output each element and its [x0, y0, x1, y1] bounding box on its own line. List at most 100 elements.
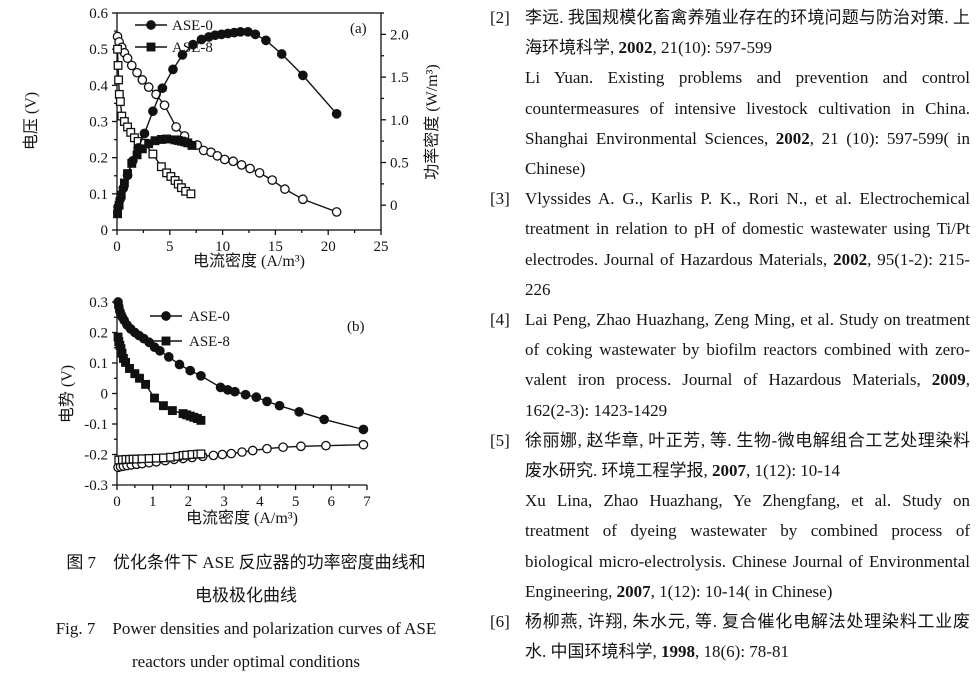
reference-number: [6]: [490, 612, 510, 632]
svg-text:20: 20: [321, 239, 336, 255]
y-axis-title: 电压 (V): [22, 92, 40, 150]
reference-number: [4]: [490, 310, 510, 330]
reference-text: , 21(10): 597-599: [652, 38, 772, 58]
reference-text: 徐丽娜, 赵华章, 叶正芳, 等. 生物-微电解组合工艺处理染料废水研究. 环境…: [525, 430, 970, 481]
svg-text:ASE-8: ASE-8: [189, 334, 230, 350]
svg-text:4: 4: [256, 494, 264, 510]
polarization-curves-chart: 0 1 2 3 4 5 6 7 -0.3 -0.2 -0.1 0 0.1 0.2 0.3 电流密度 (A/m³…: [58, 295, 371, 527]
svg-text:0: 0: [390, 198, 398, 214]
svg-text:0.2: 0.2: [89, 151, 108, 167]
reference-year: 1998: [661, 642, 695, 662]
right-y-axis-title: 功率密度 (W/m³): [423, 64, 441, 179]
polarization-chart-container: 0 1 2 3 4 5 6 7 -0.3 -0.2 -0.1 0 0.1 0.2 0.3 电流密度 (A/m³…: [0, 280, 480, 542]
reference-item: [5] 徐丽娜, 赵华章, 叶正芳, 等. 生物-微电解组合工艺处理染料废水研究.…: [490, 426, 970, 607]
panel-label: (a): [350, 21, 367, 37]
reference-paragraph: 杨柳燕, 许翔, 朱水元, 等. 复合催化电解法处理染料工业废水. 中国环境科学…: [525, 607, 970, 667]
axis-labels: 0 1 2 3 4 5 6 7 -0.3 -0.2 -0.1 0 0.1 0.2 0.3: [84, 295, 371, 510]
svg-text:0: 0: [101, 387, 109, 403]
svg-text:0.3: 0.3: [89, 295, 108, 311]
reference-item: [3] Vlyssides A. G., Karlis P. K., Rori N…: [490, 184, 970, 305]
reference-text: , 21 (10): 597-599( in Chinese): [525, 128, 970, 179]
svg-text:0.3: 0.3: [89, 115, 108, 131]
legend: ASE-0 ASE-8: [135, 18, 213, 56]
reference-text: , 95(1-2): 215-226: [525, 249, 971, 299]
reference-text: , 18(6): 78-81: [695, 642, 789, 662]
svg-text:25: 25: [374, 239, 389, 255]
svg-text:1: 1: [149, 494, 157, 510]
reference-text: Xu Lina, Zhao Huazhang, Ye Zhengfang, et…: [525, 491, 970, 601]
reference-text: 杨柳燕, 许翔, 朱水元, 等. 复合催化电解法处理染料工业废水. 中国环境科学…: [525, 612, 970, 662]
reference-year: 2007: [616, 581, 651, 601]
svg-text:-0.2: -0.2: [84, 448, 108, 464]
caption-cn-line1: 图 7 优化条件下 ASE 反应器的功率密度曲线和: [66, 553, 426, 572]
reference-paragraph: Li Yuan. Existing problems and preventio…: [525, 63, 970, 184]
reference-text: Vlyssides A. G., Karlis P. K., Rori N., …: [525, 189, 970, 269]
reference-text: , 1(12): 10-14( in Chinese): [650, 581, 833, 601]
svg-text:3: 3: [220, 494, 228, 510]
reference-number: [3]: [490, 189, 510, 209]
reference-paragraph: 徐丽娜, 赵华章, 叶正芳, 等. 生物-微电解组合工艺处理染料废水研究. 环境…: [525, 426, 970, 486]
reference-paragraph: Lai Peng, Zhao Huazhang, Zeng Ming, et a…: [525, 305, 970, 426]
reference-item: [6] 杨柳燕, 许翔, 朱水元, 等. 复合催化电解法处理染料工业废水. 中国环…: [490, 607, 970, 667]
svg-text:-0.1: -0.1: [84, 417, 108, 433]
series-ase-0-power-density: [113, 26, 342, 212]
reference-text: Li Yuan. Existing problems and preventio…: [525, 68, 970, 148]
svg-text:0.5: 0.5: [390, 156, 409, 172]
reference-item: [2] 李远. 我国规模化畜禽养殖业存在的环境问题与防治对策. 上海环境科学, 2…: [490, 3, 970, 184]
reference-year: 2007: [712, 461, 746, 481]
svg-text:ASE-0: ASE-0: [172, 18, 213, 34]
svg-text:0: 0: [113, 239, 121, 255]
reference-text: , 1(12): 10-14: [746, 461, 840, 481]
figure-caption: 图 7 优化条件下 ASE 反应器的功率密度曲线和 电极极化曲线 Fig. 7 …: [0, 546, 492, 678]
x-axis-title: 电流密度 (A/m³): [186, 509, 298, 527]
reference-year: 2009: [931, 370, 966, 390]
reference-text: , 162(2-3): 1423-1429: [525, 370, 970, 420]
svg-text:10: 10: [215, 239, 230, 255]
references-column: [2] 李远. 我国规模化畜禽养殖业存在的环境问题与防治对策. 上海环境科学, 2…: [490, 3, 970, 667]
series-ase-8-power-density: [113, 134, 197, 219]
svg-text:0: 0: [113, 494, 121, 510]
series-ase-8-anode-potential: [114, 449, 206, 465]
caption-cn-line2: 电极极化曲线: [195, 586, 297, 605]
svg-text:0.1: 0.1: [89, 356, 108, 372]
svg-text:0.5: 0.5: [89, 42, 108, 58]
series-ase-8-cathode-potential: [113, 332, 206, 425]
reference-number: [5]: [490, 430, 510, 450]
panel-label: (b): [347, 319, 365, 335]
svg-text:2: 2: [185, 494, 193, 510]
reference-year: 2002: [833, 249, 868, 269]
caption-en-line1: Fig. 7 Power densities and polarization …: [55, 619, 437, 638]
svg-text:2.0: 2.0: [390, 27, 409, 43]
svg-text:0: 0: [101, 223, 109, 239]
reference-year: 2002: [618, 38, 653, 58]
reference-paragraph: 李远. 我国规模化畜禽养殖业存在的环境问题与防治对策. 上海环境科学, 2002…: [525, 3, 970, 63]
caption-en-line2: reactors under optimal conditions: [131, 652, 361, 671]
svg-text:6: 6: [328, 494, 336, 510]
power-density-chart-container: 0 5 10 15 20 25 0 0.1 0.2 0.3 0.4 0.5 0.6 0 0.5 1.0 1.5 2…: [0, 0, 480, 280]
y-axis-title: 电势 (V): [58, 365, 76, 423]
svg-text:-0.3: -0.3: [84, 478, 108, 494]
reference-number: [2]: [490, 8, 510, 27]
reference-paragraph: Xu Lina, Zhao Huazhang, Ye Zhengfang, et…: [525, 486, 970, 607]
svg-text:5: 5: [292, 494, 300, 510]
svg-text:15: 15: [268, 239, 283, 255]
svg-text:0.6: 0.6: [89, 6, 108, 22]
x-axis-title: 电流密度 (A/m³): [193, 252, 305, 270]
legend: ASE-0 ASE-8: [150, 309, 230, 350]
svg-text:5: 5: [166, 239, 174, 255]
reference-item: [4] Lai Peng, Zhao Huazhang, Zeng Ming, e…: [490, 305, 970, 426]
svg-text:7: 7: [363, 494, 371, 510]
reference-year: 2002: [775, 128, 810, 148]
svg-text:1.0: 1.0: [390, 113, 409, 129]
reference-text: 李远. 我国规模化畜禽养殖业存在的环境问题与防治对策. 上海环境科学,: [525, 8, 970, 58]
power-density-curves-chart: 0 5 10 15 20 25 0 0.1 0.2 0.3 0.4 0.5 0.6 0 0.5 1.0 1.5 2…: [22, 6, 441, 270]
svg-text:ASE-0: ASE-0: [189, 309, 230, 325]
reference-text: Lai Peng, Zhao Huazhang, Zeng Ming, et a…: [525, 310, 970, 390]
series-ase-0-cathode-potential: [113, 297, 369, 435]
reference-paragraph: Vlyssides A. G., Karlis P. K., Rori N., …: [525, 184, 970, 305]
svg-text:1.5: 1.5: [390, 70, 409, 86]
svg-text:ASE-8: ASE-8: [172, 40, 213, 56]
axis-labels: 0 5 10 15 20 25 0 0.1 0.2 0.3 0.4 0.5 0.6 0 0.5 1.0 1.5 2…: [89, 6, 409, 255]
svg-text:0.4: 0.4: [89, 78, 108, 94]
